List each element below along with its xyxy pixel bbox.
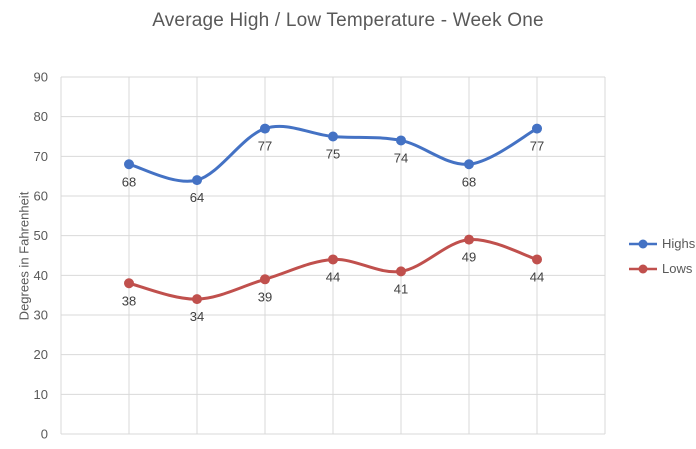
- y-axis-tick-label: 30: [34, 308, 48, 323]
- y-axis-tick-label: 10: [34, 387, 48, 402]
- highs-data-point: [260, 123, 270, 134]
- highs-data-label: 77: [530, 139, 544, 154]
- chart-title: Average High / Low Temperature - Week On…: [152, 10, 544, 31]
- highs-data-label: 77: [258, 139, 272, 154]
- y-axis-tick-label: 50: [34, 228, 48, 243]
- highs-data-point: [532, 123, 542, 134]
- lows-data-point: [260, 274, 270, 285]
- legend-item-highs: Highs: [629, 231, 695, 256]
- highs-data-point: [396, 135, 406, 146]
- highs-data-label: 68: [462, 174, 476, 189]
- lows-data-point: [192, 294, 202, 305]
- y-axis-tick-label: 80: [34, 109, 48, 124]
- legend: Highs Lows: [629, 231, 695, 281]
- highs-data-label: 75: [326, 147, 340, 162]
- lows-data-point: [532, 254, 542, 265]
- y-axis-tick-label: 0: [41, 427, 48, 442]
- highs-series-marker-icon: [629, 239, 657, 248]
- highs-data-label: 68: [122, 174, 136, 189]
- y-axis-tick-label: 70: [34, 149, 48, 164]
- y-axis-tick-label: 60: [34, 189, 48, 204]
- lows-data-point: [328, 254, 338, 265]
- lows-data-point: [124, 278, 134, 289]
- highs-data-point: [328, 131, 338, 142]
- highs-data-label: 74: [394, 150, 408, 165]
- y-axis-tick-label: 40: [34, 268, 48, 283]
- lows-data-label: 39: [258, 289, 272, 304]
- highs-data-point: [464, 159, 474, 170]
- lows-series-marker-icon: [629, 264, 657, 273]
- highs-data-label: 64: [190, 190, 204, 205]
- legend-item-lows: Lows: [629, 256, 695, 281]
- lows-data-label: 34: [190, 309, 204, 324]
- lows-data-label: 49: [462, 250, 476, 265]
- legend-label-highs: Highs: [662, 236, 696, 251]
- y-axis-tick-label: 20: [34, 347, 48, 362]
- lows-data-label: 44: [326, 269, 340, 284]
- highs-data-point: [124, 159, 134, 170]
- lows-data-point: [396, 266, 406, 277]
- highs-data-point: [192, 175, 202, 186]
- lows-data-label: 38: [122, 293, 136, 308]
- lows-data-label: 41: [394, 281, 408, 296]
- legend-label-lows: Lows: [662, 261, 693, 276]
- lows-data-point: [464, 234, 474, 245]
- lows-data-label: 44: [530, 269, 544, 284]
- y-axis-tick-label: 90: [34, 70, 48, 85]
